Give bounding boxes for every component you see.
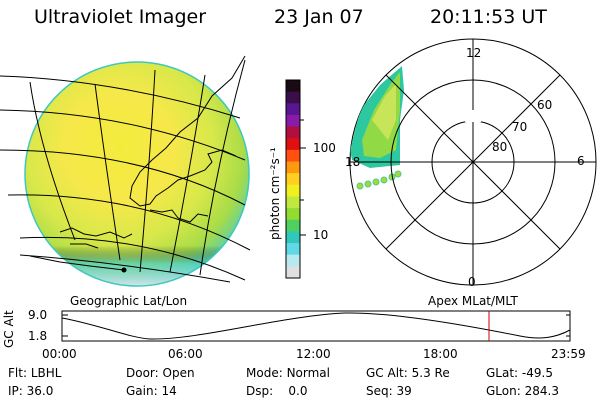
date-label: 23 Jan 07 — [274, 6, 364, 28]
colorbar-ticks — [300, 119, 306, 236]
colorbar-tick-100: 100 — [313, 141, 336, 155]
polar-mlt-6: 6 — [577, 154, 585, 168]
polar-lat-70: 70 — [512, 120, 528, 134]
polar-plot — [349, 38, 597, 286]
glat-status: GLat: -49.5 — [486, 366, 553, 380]
colorbar-band — [286, 149, 300, 163]
door-status: Door: Open — [126, 366, 195, 380]
colorbar-band — [286, 173, 300, 186]
altitude-timeline — [61, 310, 571, 342]
coastlines — [29, 55, 246, 273]
colorbar-band — [286, 91, 300, 104]
colorbar-band — [286, 184, 300, 197]
colorbar-band — [286, 266, 300, 279]
seq-status: Seq: 39 — [366, 384, 412, 398]
polar-mlt-18: 18 — [345, 155, 361, 169]
colorbar-border — [285, 79, 301, 279]
polar-lat-60: 60 — [537, 98, 553, 112]
colorbar-band — [286, 243, 300, 256]
timeline-ytick-bottom: 1.8 — [28, 329, 48, 343]
time-label: 20:11:53 UT — [430, 6, 547, 28]
filter-status: Flt: LBHL — [8, 366, 62, 380]
colorbar-band — [286, 103, 300, 116]
polar-mlt-0: 0 — [468, 275, 476, 289]
colorbar-band — [286, 161, 300, 174]
timeline-ytick-top: 9.0 — [28, 308, 48, 322]
polar-mlt-12: 12 — [466, 46, 482, 60]
timeline-xtick: 00:00 — [42, 347, 77, 361]
colorbar-band — [286, 254, 300, 267]
colorbar-band — [286, 138, 300, 151]
earth-image — [24, 61, 250, 287]
ip-status: IP: 36.0 — [8, 384, 54, 398]
timeline-xtick: 23:59 — [551, 347, 586, 361]
polar-lat-80: 80 — [492, 140, 508, 154]
gc-alt-axis-label: GC Alt — [2, 310, 16, 348]
timeline-xtick: 12:00 — [296, 347, 331, 361]
mode-status: Mode: Normal — [246, 366, 330, 380]
colorbar-band — [286, 208, 300, 221]
apex-label: Apex MLat/MLT — [428, 294, 518, 308]
colorbar-unit-label: photon cm⁻²s⁻¹ — [268, 147, 282, 240]
colorbar-band — [286, 126, 300, 139]
timeline-xtick: 06:00 — [168, 347, 203, 361]
colorbar-band — [286, 219, 300, 232]
instrument-title: Ultraviolet Imager — [34, 6, 207, 28]
gc-alt-status: GC Alt: 5.3 Re — [366, 366, 450, 380]
colorbar-band — [286, 114, 300, 128]
colorbar — [285, 79, 301, 279]
colorbar-band — [286, 80, 300, 93]
colorbar-band — [286, 231, 300, 244]
colorbar-tick-10: 10 — [313, 228, 329, 242]
dsp-status: Dsp: 0.0 — [246, 384, 308, 398]
geographic-label: Geographic Lat/Lon — [70, 294, 188, 308]
colorbar-band — [286, 196, 300, 209]
geographic-grid — [0, 59, 251, 283]
timeline-xtick: 18:00 — [423, 347, 458, 361]
glon-status: GLon: 284.3 — [486, 384, 559, 398]
gain-status: Gain: 14 — [126, 384, 177, 398]
